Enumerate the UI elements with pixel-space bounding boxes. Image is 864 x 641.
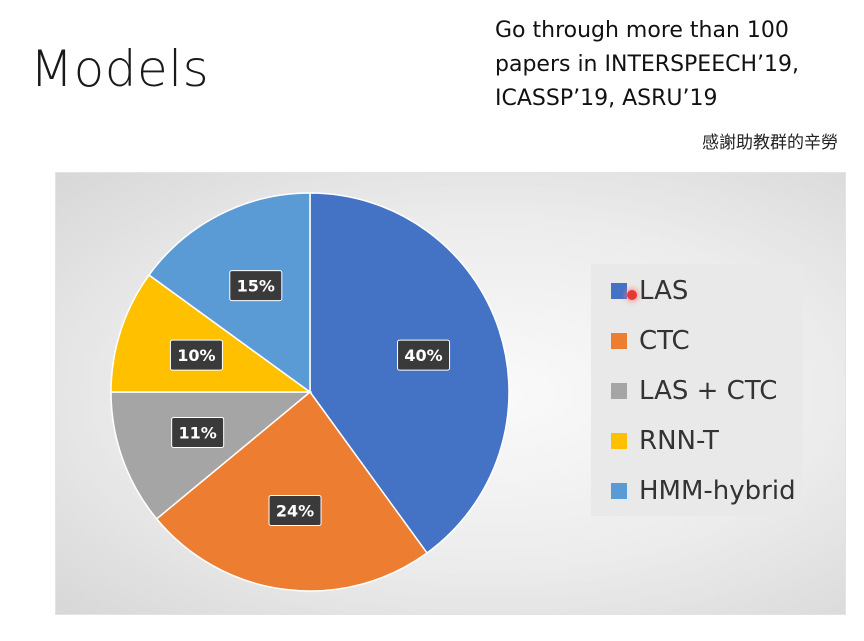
data-label-rnn-t: 10%	[169, 339, 223, 371]
legend-swatch-rnn-t	[611, 433, 627, 449]
svg-text:40%: 40%	[404, 346, 442, 365]
data-label-hmm-hybrid: 15%	[229, 270, 283, 302]
chart-legend: LAS CTC LAS + CTC RNN-T HMM-hybrid	[591, 264, 803, 516]
pie-slice-ctc	[155, 390, 429, 592]
legend-label-rnn-t: RNN-T	[639, 426, 719, 456]
pie-chart-svg: 40% 24% 11% 10% 15%	[110, 192, 510, 592]
note-line-2: papers in INTERSPEECH’19,	[495, 52, 799, 77]
pie-slice-rnn-t	[110, 273, 313, 393]
note-line-1: Go through more than 100	[495, 18, 789, 43]
pie-slice-las-ctc	[110, 391, 313, 520]
legend-swatch-hmm-hybrid	[611, 483, 627, 499]
legend-item-las: LAS	[611, 274, 688, 308]
legend-label-ctc: CTC	[639, 326, 690, 356]
legend-label-las: LAS	[639, 276, 689, 306]
paper-source-note: Go through more than 100 papers in INTER…	[495, 14, 855, 116]
legend-label-hmm-hybrid: HMM-hybrid	[639, 476, 796, 506]
note-line-3: ICASSP’19, ASRU’19	[495, 86, 718, 111]
data-label-las: 40%	[397, 339, 451, 371]
svg-text:24%: 24%	[276, 501, 314, 520]
svg-text:10%: 10%	[177, 346, 215, 365]
legend-swatch-ctc	[611, 333, 627, 349]
data-label-ctc: 24%	[268, 494, 322, 526]
legend-item-las-ctc: LAS + CTC	[611, 374, 777, 408]
slide-title: Models	[30, 40, 210, 98]
data-label-las-ctc: 11%	[171, 416, 225, 448]
pie-slice-las	[309, 192, 510, 555]
legend-label-las-ctc: LAS + CTC	[639, 376, 778, 406]
legend-swatch-las	[611, 283, 627, 299]
svg-text:11%: 11%	[179, 423, 217, 442]
legend-item-hmm-hybrid: HMM-hybrid	[611, 474, 796, 508]
laser-pointer-dot	[627, 290, 637, 300]
svg-text:15%: 15%	[237, 277, 275, 296]
legend-item-ctc: CTC	[611, 324, 690, 358]
pie-chart: 40% 24% 11% 10% 15% LAS CTC LAS + CTC RNN-T …	[55, 172, 846, 615]
credit-text: 感謝助教群的辛勞	[702, 133, 838, 153]
legend-swatch-las-ctc	[611, 383, 627, 399]
legend-item-rnn-t: RNN-T	[611, 424, 719, 458]
